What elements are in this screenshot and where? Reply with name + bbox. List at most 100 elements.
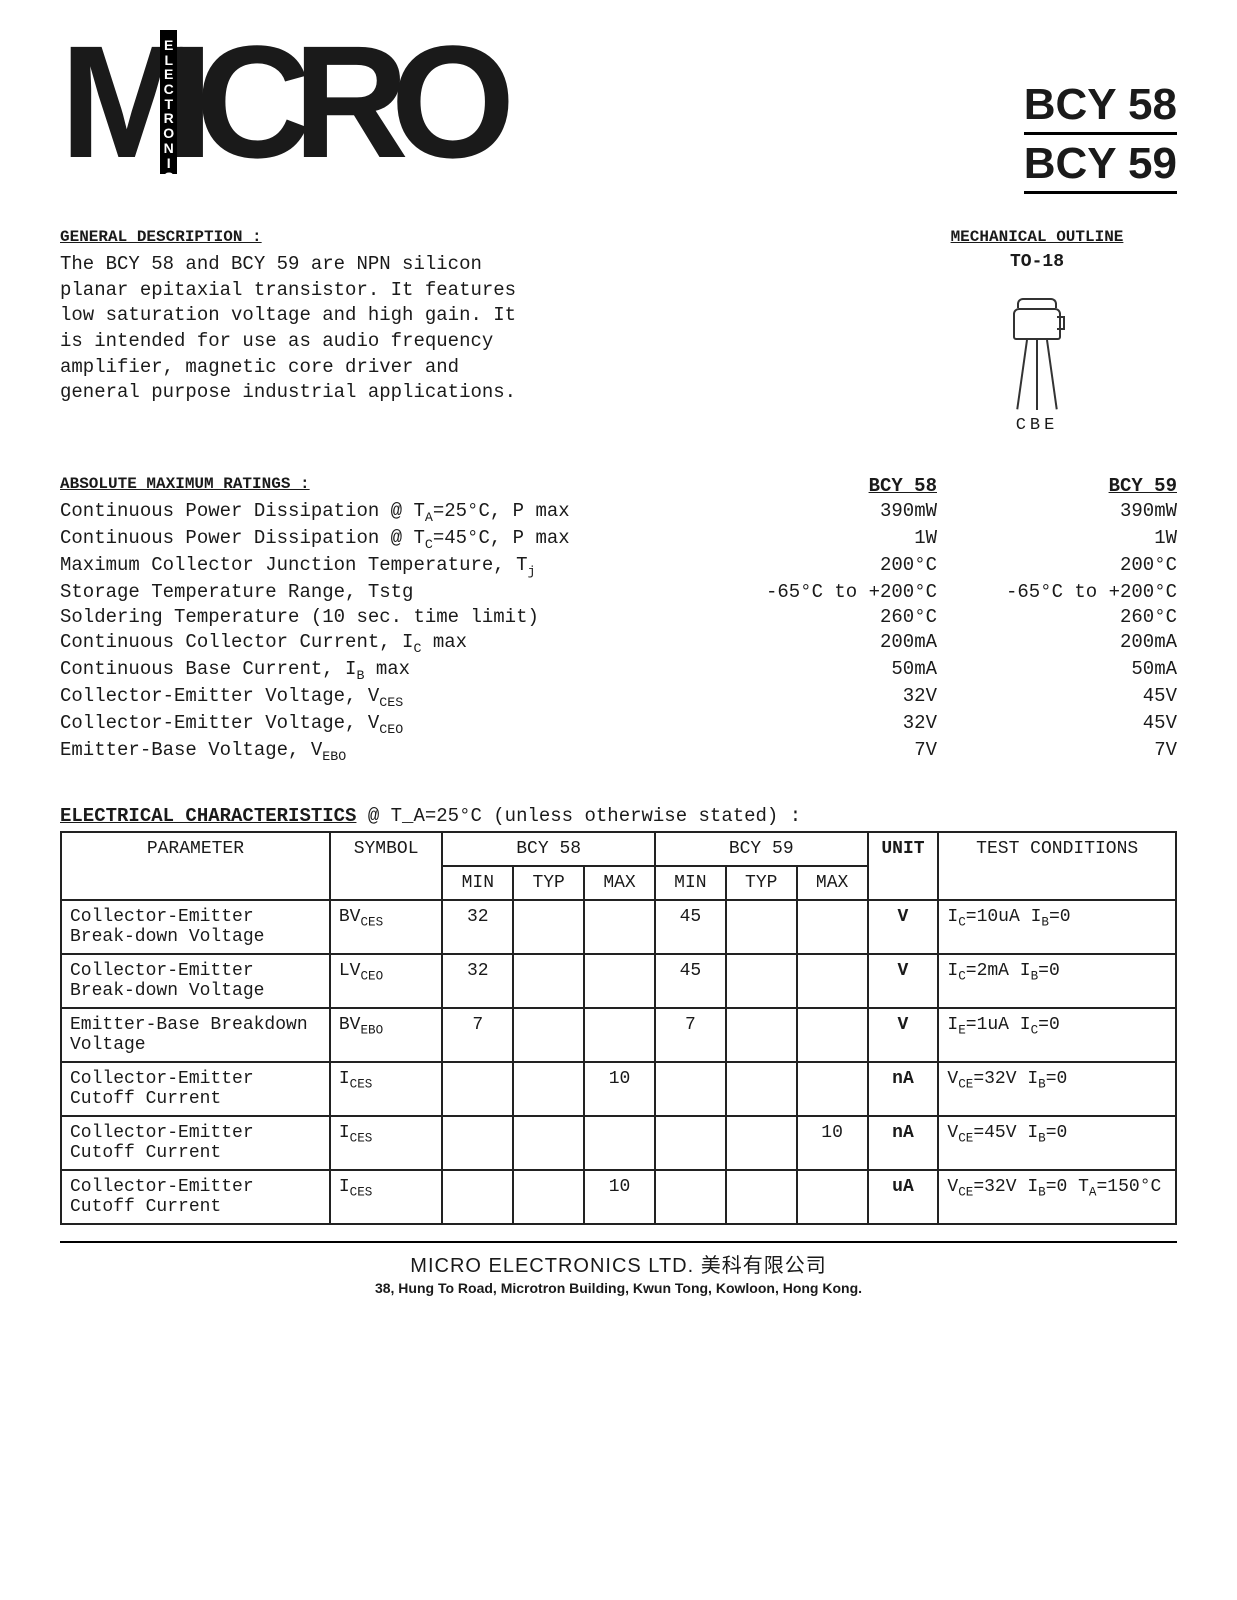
cell-max1: 10 (584, 1062, 655, 1116)
cell-typ1 (513, 1008, 584, 1062)
cell-min2 (655, 1062, 726, 1116)
header: M ELECTRONICS ICRO BCY 58 BCY 59 (60, 30, 1177, 198)
part-number-2: BCY 59 (1024, 139, 1177, 194)
ratings-value-2: 45V (937, 711, 1177, 738)
cell-typ2 (726, 954, 797, 1008)
cell-param: Collector-Emitter Cutoff Current (61, 1116, 330, 1170)
general-text: The BCY 58 and BCY 59 are NPN silicon pl… (60, 252, 520, 406)
ratings-value-1: 50mA (697, 657, 937, 684)
cell-min1: 32 (442, 900, 513, 954)
ratings-value-2: 390mW (937, 499, 1177, 526)
ratings-value-2: 45V (937, 684, 1177, 711)
footer-address: 38, Hung To Road, Microtron Building, Kw… (60, 1280, 1177, 1296)
cell-typ1 (513, 1170, 584, 1224)
table-row: Collector-Emitter Cutoff CurrentICES10uA… (61, 1170, 1176, 1224)
cell-max1: 10 (584, 1170, 655, 1224)
ratings-value-2: 50mA (937, 657, 1177, 684)
ratings-row: Continuous Power Dissipation @ TC=45°C, … (60, 526, 1177, 553)
cell-min1 (442, 1170, 513, 1224)
cell-unit: V (868, 1008, 939, 1062)
cell-min1 (442, 1116, 513, 1170)
cell-param: Collector-Emitter Break-down Voltage (61, 954, 330, 1008)
ratings-row: Collector-Emitter Voltage, VCES32V45V (60, 684, 1177, 711)
ratings-value-2: -65°C to +200°C (937, 580, 1177, 605)
table-row: Emitter-Base Breakdown VoltageBVEBO77VIE… (61, 1008, 1176, 1062)
ratings-label: Collector-Emitter Voltage, VCEO (60, 711, 697, 738)
cell-param: Emitter-Base Breakdown Voltage (61, 1008, 330, 1062)
th-typ-2: TYP (726, 866, 797, 900)
cell-conditions: IE=1uA IC=0 (938, 1008, 1176, 1062)
ratings-row: Collector-Emitter Voltage, VCEO32V45V (60, 711, 1177, 738)
th-symbol: SYMBOL (330, 832, 443, 900)
table-row: Collector-Emitter Break-down VoltageBVCE… (61, 900, 1176, 954)
cell-typ1 (513, 1116, 584, 1170)
cell-symbol: ICES (330, 1062, 443, 1116)
cell-typ2 (726, 900, 797, 954)
footer-company: MICRO ELECTRONICS LTD. 美科有限公司 (60, 1249, 1177, 1278)
ratings-label: Continuous Power Dissipation @ TC=45°C, … (60, 526, 697, 553)
ratings-value-1: 32V (697, 684, 937, 711)
ratings-value-1: 7V (697, 738, 937, 765)
cell-typ2 (726, 1008, 797, 1062)
cell-min2: 45 (655, 900, 726, 954)
cell-symbol: BVEBO (330, 1008, 443, 1062)
cell-conditions: VCE=32V IB=0 TA=150°C (938, 1170, 1176, 1224)
cell-min2: 7 (655, 1008, 726, 1062)
cell-min2: 45 (655, 954, 726, 1008)
ratings-value-2: 7V (937, 738, 1177, 765)
cell-min1: 7 (442, 1008, 513, 1062)
cell-unit: nA (868, 1116, 939, 1170)
th-parameter: PARAMETER (61, 832, 330, 900)
ratings-label: Collector-Emitter Voltage, VCES (60, 684, 697, 711)
th-unit: UNIT (868, 832, 939, 900)
ratings-row: Soldering Temperature (10 sec. time limi… (60, 605, 1177, 630)
ratings-value-1: 32V (697, 711, 937, 738)
cell-typ1 (513, 1062, 584, 1116)
ratings-value-1: 260°C (697, 605, 937, 630)
th-group-2: BCY 59 (655, 832, 868, 866)
cell-max1 (584, 900, 655, 954)
ratings-title: ABSOLUTE MAXIMUM RATINGS : (60, 475, 697, 493)
cell-max2 (797, 954, 868, 1008)
ratings-row: Emitter-Base Voltage, VEBO7V7V (60, 738, 1177, 765)
electrical-table: PARAMETER SYMBOL BCY 58 BCY 59 UNIT TEST… (60, 831, 1177, 1225)
ratings-value-1: 1W (697, 526, 937, 553)
logo: M ELECTRONICS ICRO (60, 30, 984, 174)
cell-conditions: IC=10uA IB=0 (938, 900, 1176, 954)
cell-min2 (655, 1170, 726, 1224)
cell-symbol: BVCES (330, 900, 443, 954)
cell-max2: 10 (797, 1116, 868, 1170)
cell-typ1 (513, 900, 584, 954)
package-pins: CBE (1013, 416, 1061, 435)
ratings-label: Continuous Collector Current, IC max (60, 630, 697, 657)
cell-min2 (655, 1116, 726, 1170)
electrical-title-rest: @ T_A=25°C (unless otherwise stated) : (356, 805, 801, 827)
part-number-1: BCY 58 (1024, 80, 1177, 135)
cell-symbol: LVCEO (330, 954, 443, 1008)
th-min-1: MIN (442, 866, 513, 900)
cell-max1 (584, 1116, 655, 1170)
cell-conditions: IC=2mA IB=0 (938, 954, 1176, 1008)
ratings-value-1: 200mA (697, 630, 937, 657)
mechanical-title: MECHANICAL OUTLINE (897, 228, 1177, 246)
ratings-value-2: 260°C (937, 605, 1177, 630)
part-numbers: BCY 58 BCY 59 (1024, 80, 1177, 198)
ratings-col-2: BCY 59 (937, 475, 1177, 499)
cell-typ2 (726, 1116, 797, 1170)
cell-param: Collector-Emitter Break-down Voltage (61, 900, 330, 954)
cell-max1 (584, 954, 655, 1008)
ratings-row: Continuous Base Current, IB max50mA50mA (60, 657, 1177, 684)
cell-conditions: VCE=32V IB=0 (938, 1062, 1176, 1116)
th-max-2: MAX (797, 866, 868, 900)
ratings-row: Storage Temperature Range, Tstg-65°C to … (60, 580, 1177, 605)
cell-min1 (442, 1062, 513, 1116)
ratings-value-2: 200mA (937, 630, 1177, 657)
ratings-value-1: -65°C to +200°C (697, 580, 937, 605)
cell-max2 (797, 900, 868, 954)
table-row: Collector-Emitter Break-down VoltageLVCE… (61, 954, 1176, 1008)
cell-max1 (584, 1008, 655, 1062)
ratings-label: Continuous Base Current, IB max (60, 657, 697, 684)
cell-typ1 (513, 954, 584, 1008)
ratings-label: Storage Temperature Range, Tstg (60, 580, 697, 605)
ratings-value-1: 390mW (697, 499, 937, 526)
